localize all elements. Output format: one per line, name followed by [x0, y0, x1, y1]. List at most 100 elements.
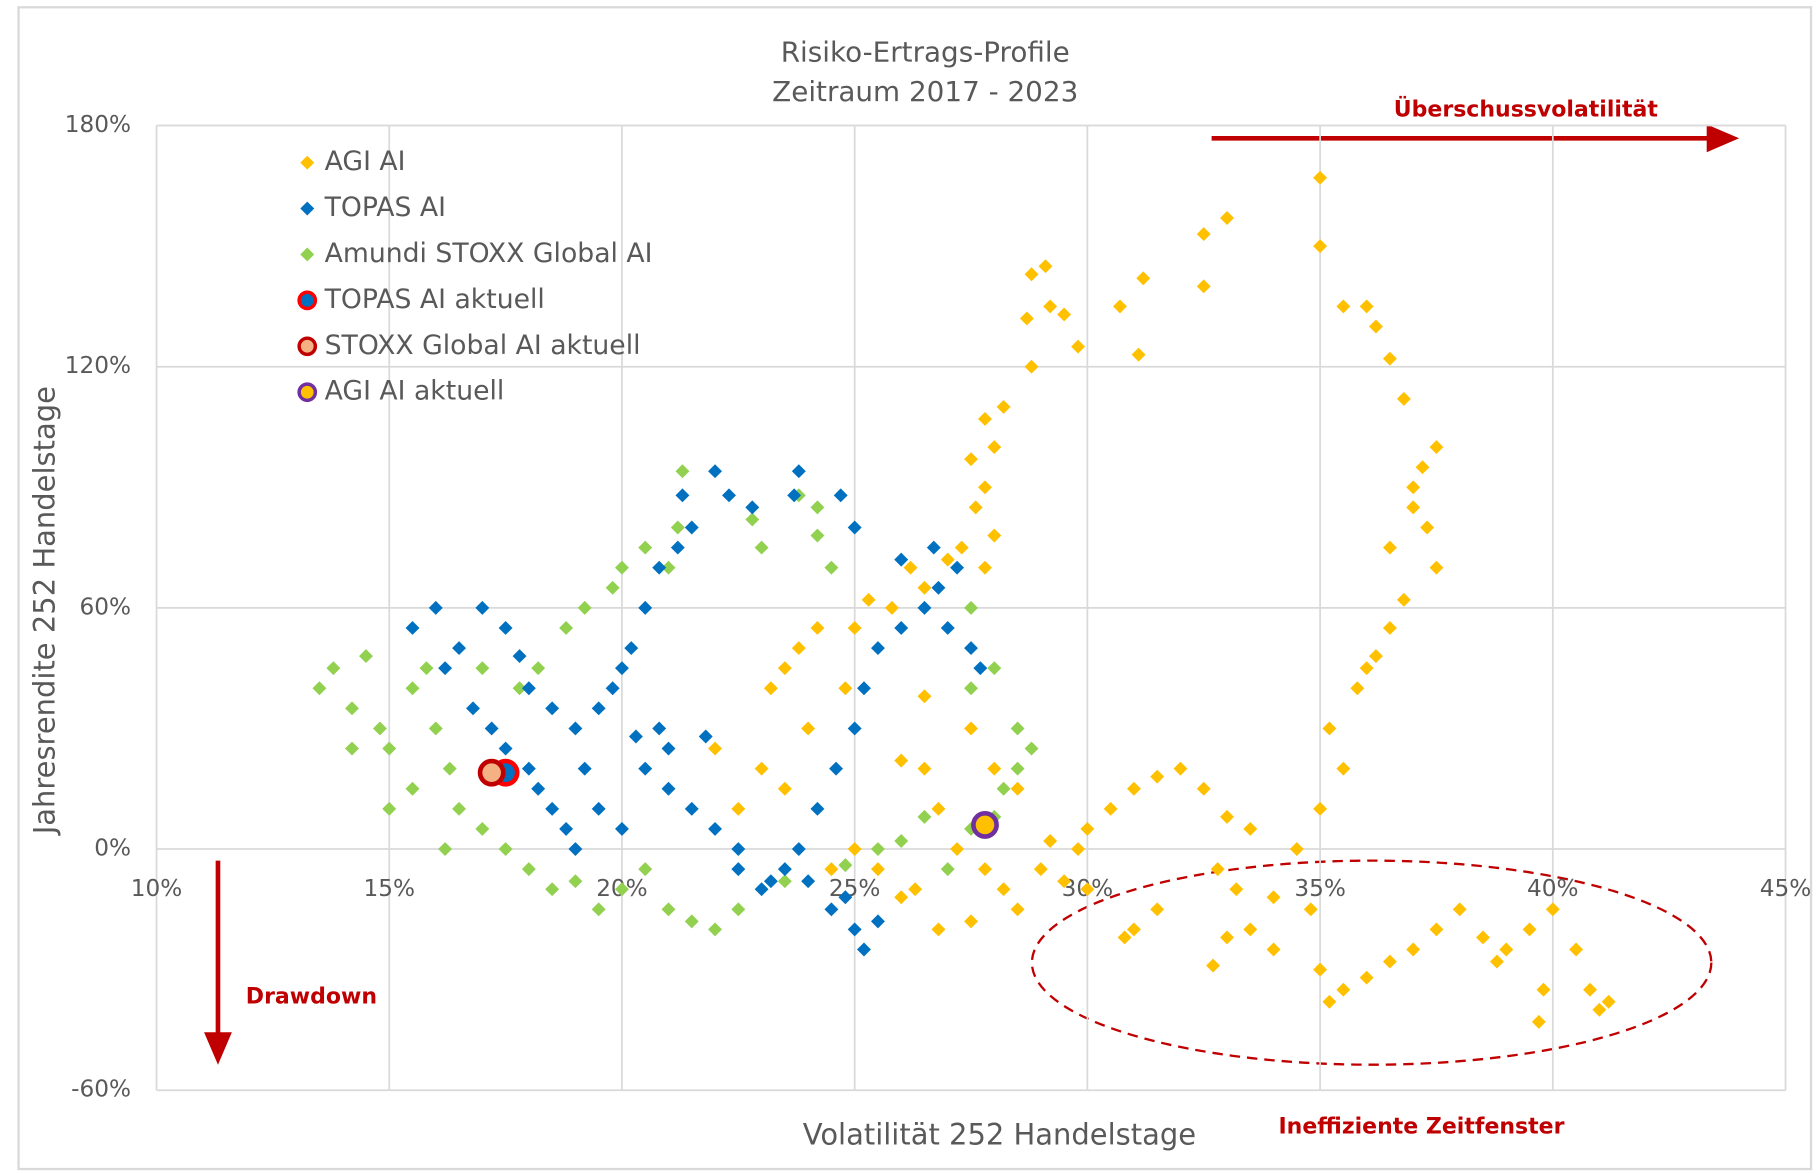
point	[754, 882, 769, 897]
legend-label: STOXX Global AI aktuell	[325, 330, 641, 361]
point	[1429, 922, 1444, 937]
point	[545, 701, 560, 716]
point	[684, 801, 699, 816]
point	[777, 781, 792, 796]
point	[428, 600, 443, 615]
point	[670, 520, 685, 535]
point	[675, 464, 690, 479]
point	[754, 540, 769, 555]
annotation: Drawdown	[246, 984, 377, 1009]
point	[838, 858, 853, 873]
x-tick-label: 15%	[363, 875, 415, 902]
point	[698, 729, 713, 744]
point	[405, 681, 420, 696]
point	[931, 580, 946, 595]
highlight-ellipse	[1030, 859, 1713, 1066]
point	[1313, 962, 1328, 977]
point	[731, 801, 746, 816]
legend-label: TOPAS AI	[324, 192, 446, 223]
point	[745, 500, 760, 515]
x-tick-label: 25%	[829, 875, 881, 902]
point	[870, 862, 885, 877]
point	[1452, 902, 1467, 917]
point	[1313, 239, 1328, 254]
point	[940, 552, 955, 567]
point	[940, 862, 955, 877]
point	[824, 862, 839, 877]
point	[838, 681, 853, 696]
point	[559, 621, 574, 635]
point	[973, 661, 988, 676]
point	[326, 661, 341, 676]
current-marker	[971, 811, 999, 839]
point	[1229, 882, 1244, 897]
point	[1350, 681, 1365, 696]
point	[1382, 621, 1397, 635]
point	[1150, 902, 1165, 917]
point	[605, 580, 620, 595]
point	[628, 729, 643, 744]
point	[498, 621, 513, 635]
point	[1196, 781, 1211, 796]
point	[1336, 761, 1351, 776]
point	[829, 761, 844, 776]
point	[810, 801, 825, 816]
point	[1266, 890, 1281, 905]
point	[708, 821, 722, 836]
point	[731, 902, 746, 917]
point	[559, 821, 574, 836]
point	[1266, 942, 1281, 957]
point	[708, 464, 722, 479]
chart-subtitle: Zeitraum 2017 - 2023	[772, 75, 1078, 108]
x-tick-label: 40%	[1527, 875, 1579, 902]
point	[1313, 801, 1328, 816]
point	[894, 890, 909, 905]
point	[684, 520, 699, 535]
point	[521, 761, 536, 776]
point	[591, 801, 606, 816]
point	[978, 862, 992, 877]
point	[577, 600, 592, 615]
point	[1131, 347, 1146, 362]
point	[624, 641, 639, 656]
point	[312, 681, 327, 696]
x-tick-label: 10%	[131, 875, 183, 902]
point	[1010, 902, 1025, 917]
point	[926, 540, 941, 555]
legend-label: Amundi STOXX Global AI	[325, 238, 653, 269]
chart-title: Risiko-Ertrags-Profile	[781, 36, 1070, 69]
point	[964, 721, 978, 736]
point	[1196, 279, 1211, 294]
point	[498, 741, 513, 756]
point	[1220, 930, 1234, 945]
y-tick-label: 0%	[94, 835, 131, 862]
point	[968, 500, 983, 515]
point	[810, 500, 825, 515]
point	[917, 600, 932, 615]
point	[987, 761, 1002, 776]
point	[847, 520, 862, 535]
point	[838, 890, 853, 905]
point	[638, 540, 653, 555]
point	[521, 862, 536, 877]
point	[638, 761, 653, 776]
point	[894, 621, 909, 635]
point	[1429, 560, 1444, 575]
point	[1019, 311, 1034, 326]
point	[931, 801, 946, 816]
point	[568, 874, 583, 889]
point	[661, 560, 676, 575]
point	[861, 592, 876, 607]
point	[591, 902, 606, 917]
point	[1368, 649, 1383, 664]
point	[754, 761, 769, 776]
point	[791, 464, 806, 479]
point	[614, 882, 629, 897]
point	[964, 914, 978, 929]
point	[908, 882, 923, 897]
point	[1382, 540, 1397, 555]
point	[996, 882, 1011, 897]
point	[1396, 592, 1411, 607]
point	[652, 721, 667, 736]
point	[917, 761, 932, 776]
